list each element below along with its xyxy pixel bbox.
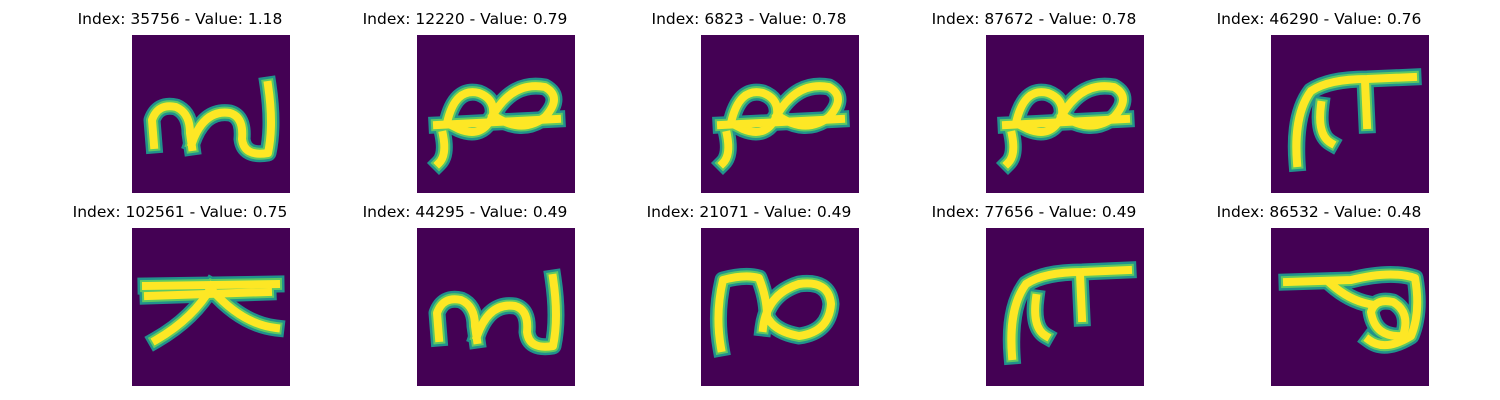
glyph-background [132,228,290,386]
glyph-stroke [186,80,275,158]
panel-title: Index: 102561 - Value: 0.75 [72,203,288,221]
glyph-stroke [1002,130,1018,169]
glyph-stroke [1001,114,1131,130]
glyph-image [132,35,290,193]
glyph-stroke [206,284,281,333]
glyph-image [701,35,859,193]
glyph-stroke [1282,270,1422,350]
glyph-stroke [1316,100,1337,149]
panel-title: Index: 87672 - Value: 0.78 [931,10,1137,28]
panel-title: Index: 6823 - Value: 0.78 [651,10,847,28]
glyph-stroke [758,279,835,340]
glyph-stroke [1360,76,1372,130]
panel-8: Index: 21071 - Value: 0.49 [599,193,899,386]
glyph-stroke [487,82,558,130]
glyph-stroke [716,114,846,130]
glyph-stroke [717,130,733,169]
glyph-image [701,228,859,386]
panel-5: Index: 46290 - Value: 0.76 [1169,0,1469,193]
panel-title: Index: 46290 - Value: 0.76 [1216,10,1422,28]
glyph-stroke [727,88,782,136]
glyph-image [1271,35,1429,193]
glyph-image [1271,228,1429,386]
glyph-stroke [1325,278,1374,309]
panel-title: Index: 21071 - Value: 0.49 [646,203,852,221]
panel-3: Index: 6823 - Value: 0.78 [599,0,899,193]
glyph-stroke [1056,82,1127,130]
glyph-stroke [1007,265,1133,361]
panel-6: Index: 102561 - Value: 0.75 [30,193,330,386]
panel-title: Index: 12220 - Value: 0.79 [362,10,568,28]
glyph-image [986,228,1144,386]
glyph-image [417,35,575,193]
glyph-stroke [432,114,562,130]
panel-1: Index: 35756 - Value: 1.18 [30,0,330,193]
panel-title: Index: 86532 - Value: 0.48 [1216,203,1422,221]
panel-title: Index: 77656 - Value: 0.49 [931,203,1137,221]
glyph-stroke [1292,72,1418,168]
panel-7: Index: 44295 - Value: 0.49 [315,193,615,386]
glyph-image [132,228,290,386]
glyph-stroke [1031,293,1052,342]
glyph-stroke [433,295,482,345]
glyph-stroke [714,272,772,353]
glyph-image [417,228,575,386]
glyph-image [986,35,1144,193]
panel-4: Index: 87672 - Value: 0.78 [884,0,1184,193]
glyph-stroke [433,130,449,169]
glyph-stroke [471,273,560,351]
panel-10: Index: 86532 - Value: 0.48 [1169,193,1469,386]
glyph-stroke [1012,88,1067,136]
glyph-stroke [771,82,842,130]
glyph-stroke [1367,297,1410,341]
panel-title: Index: 35756 - Value: 1.18 [77,10,283,28]
glyph-stroke [443,88,498,136]
glyph-stroke [1075,269,1087,323]
panel-9: Index: 77656 - Value: 0.49 [884,193,1184,386]
glyph-stroke [148,102,197,152]
panel-title: Index: 44295 - Value: 0.49 [362,203,568,221]
panel-2: Index: 12220 - Value: 0.79 [315,0,615,193]
